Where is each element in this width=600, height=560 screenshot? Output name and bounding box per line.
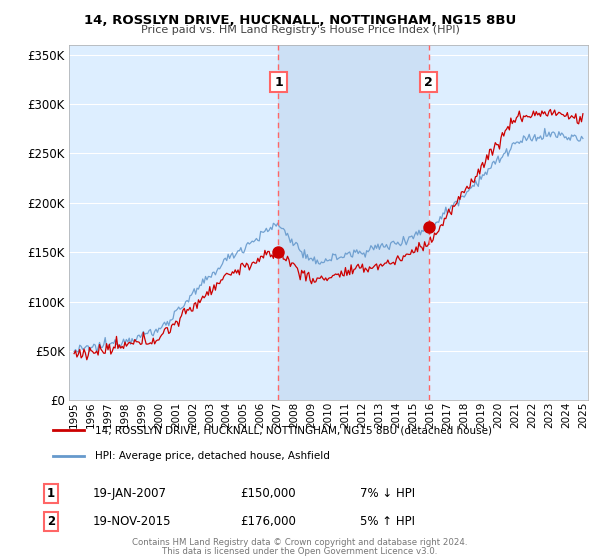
Text: 7% ↓ HPI: 7% ↓ HPI xyxy=(360,487,415,501)
Text: £150,000: £150,000 xyxy=(240,487,296,501)
Text: Contains HM Land Registry data © Crown copyright and database right 2024.: Contains HM Land Registry data © Crown c… xyxy=(132,538,468,547)
Text: 2: 2 xyxy=(47,515,55,529)
Text: 5% ↑ HPI: 5% ↑ HPI xyxy=(360,515,415,529)
Text: HPI: Average price, detached house, Ashfield: HPI: Average price, detached house, Ashf… xyxy=(95,451,329,461)
Text: 1: 1 xyxy=(274,76,283,88)
Text: 2: 2 xyxy=(424,76,433,88)
Text: This data is licensed under the Open Government Licence v3.0.: This data is licensed under the Open Gov… xyxy=(163,547,437,556)
Bar xyxy=(278,45,428,400)
Text: 19-NOV-2015: 19-NOV-2015 xyxy=(93,515,172,529)
Text: 19-JAN-2007: 19-JAN-2007 xyxy=(93,487,167,501)
Text: Price paid vs. HM Land Registry's House Price Index (HPI): Price paid vs. HM Land Registry's House … xyxy=(140,25,460,35)
Text: 1: 1 xyxy=(47,487,55,501)
Text: 14, ROSSLYN DRIVE, HUCKNALL, NOTTINGHAM, NG15 8BU (detached house): 14, ROSSLYN DRIVE, HUCKNALL, NOTTINGHAM,… xyxy=(95,426,492,435)
Text: £176,000: £176,000 xyxy=(240,515,296,529)
Text: 14, ROSSLYN DRIVE, HUCKNALL, NOTTINGHAM, NG15 8BU: 14, ROSSLYN DRIVE, HUCKNALL, NOTTINGHAM,… xyxy=(84,14,516,27)
